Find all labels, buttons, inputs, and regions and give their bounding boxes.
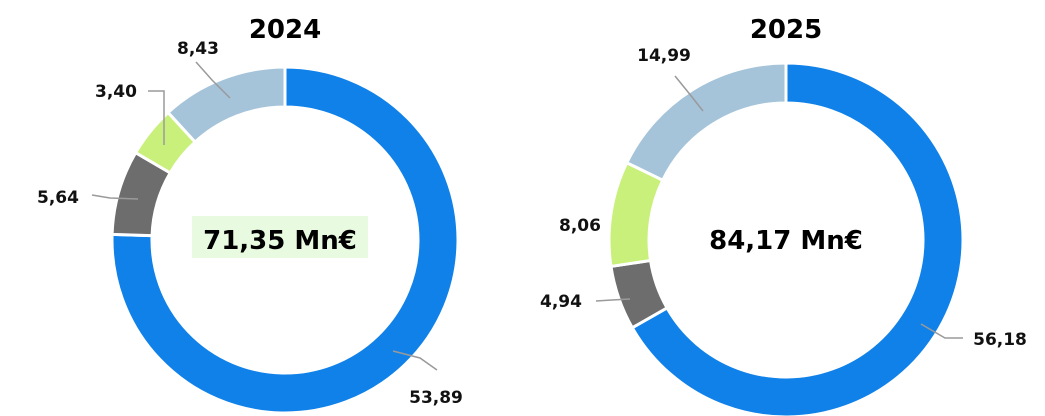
donut-slice-2025-3 (624, 61, 788, 183)
leader-line-2024-1 (91, 194, 139, 200)
leader-line-2025-1 (595, 298, 631, 302)
donut-slice-2024-3 (165, 65, 287, 145)
data-label-2025-1: 4,94 (540, 292, 582, 312)
chart-2024: 2024 71,35 Mn€ 53,89 5,64 3,40 8,43 (37, 15, 463, 415)
slices-2024 (110, 65, 460, 415)
center-highlight-2024 (192, 216, 368, 258)
data-label-2024-3: 8,43 (177, 39, 219, 59)
data-label-2024-1: 5,64 (37, 188, 79, 208)
data-label-2025-3: 14,99 (637, 46, 691, 66)
data-label-2024-2: 3,40 (95, 82, 137, 102)
chart-title-2024: 2024 (249, 15, 321, 45)
data-labels-2025: 56,18 4,94 8,06 14,99 (540, 46, 1027, 350)
chart-title-2025: 2025 (750, 15, 822, 45)
leader-line-2024-0 (392, 350, 438, 371)
leader-line-2025-3 (674, 75, 704, 112)
donut-slice-2025-0 (630, 61, 965, 416)
data-labels-2024: 53,89 5,64 3,40 8,43 (37, 39, 463, 408)
data-label-2025-2: 8,06 (559, 216, 601, 236)
slices-2025 (607, 61, 965, 416)
leader-line-2024-3 (195, 61, 231, 99)
donut-slice-2025-2 (607, 160, 665, 269)
leader-line-2025-0 (920, 323, 963, 339)
center-total-2024: 71,35 Mn€ (203, 226, 357, 256)
data-label-2024-0: 53,89 (409, 388, 463, 408)
chart-2025: 2025 84,17 Mn€ 56,18 4,94 8,06 14,99 (540, 15, 1027, 416)
center-total-2025: 84,17 Mn€ (709, 226, 863, 256)
data-label-2025-0: 56,18 (973, 330, 1027, 350)
donut-slice-2024-0 (110, 65, 460, 415)
leader-line-2024-2 (148, 90, 165, 145)
